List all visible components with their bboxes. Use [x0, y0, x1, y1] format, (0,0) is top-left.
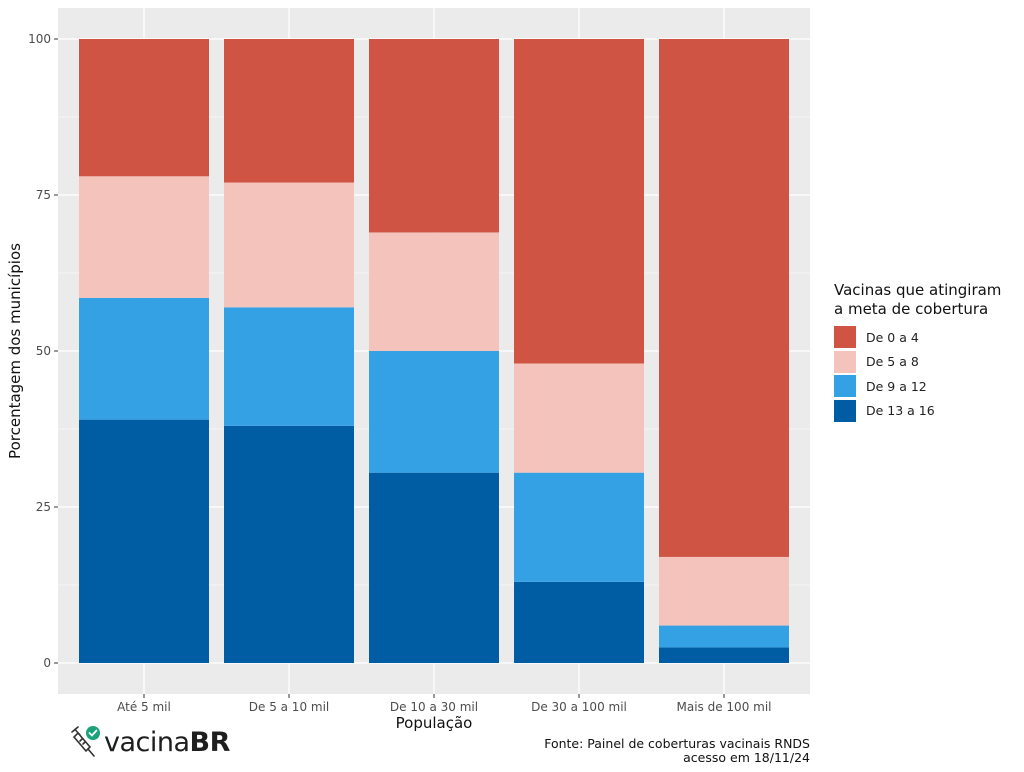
bar-segment: [224, 182, 354, 308]
legend-label: De 13 a 16: [866, 403, 935, 419]
source-line-2: acesso em 18/11/24: [683, 750, 810, 765]
bar-segment: [369, 351, 499, 473]
legend-label: De 9 a 12: [866, 378, 927, 394]
syringe-check-icon: [70, 724, 104, 760]
legend-swatch: [834, 375, 856, 398]
legend-label: De 5 a 8: [866, 354, 919, 370]
bar-segment: [514, 472, 644, 582]
bar-segment: [514, 363, 644, 473]
bars: [79, 39, 789, 663]
bar-segment: [659, 556, 789, 626]
x-tick-label: De 5 a 10 mil: [249, 700, 330, 714]
legend-title-line-1: Vacinas que atingiram: [834, 281, 1002, 299]
legend: Vacinas que atingiram a meta de cobertur…: [834, 281, 1014, 423]
y-tick-label: 0: [43, 656, 51, 670]
legend-item-de-13-a-16: De 13 a 16: [834, 399, 1014, 424]
legend-title-line-2: a meta de cobertura: [834, 300, 989, 318]
bar-segment: [369, 232, 499, 351]
bar-segment: [369, 39, 499, 233]
bar-segment: [79, 39, 209, 177]
vacinabr-logo: vacina BR: [70, 724, 230, 760]
legend-swatch: [834, 399, 856, 422]
bar-segment: [514, 581, 644, 663]
legend-label: De 0 a 4: [866, 329, 919, 345]
x-tick-label: Até 5 mil: [117, 700, 171, 714]
x-tick-label: De 10 a 30 mil: [390, 700, 478, 714]
bar-segment: [659, 625, 789, 648]
y-tick-label: 50: [36, 344, 51, 358]
bar-segment: [514, 39, 644, 364]
legend-title: Vacinas que atingiram a meta de cobertur…: [834, 281, 1014, 319]
bar-segment: [79, 297, 209, 420]
y-axis-title: Porcentagem dos municípios: [6, 243, 24, 459]
y-axis: 0 25 50 75 100: [28, 32, 58, 670]
logo-brand: BR: [189, 726, 231, 758]
logo-prefix: vacina: [104, 726, 190, 758]
x-axis: Até 5 mil De 5 a 10 mil De 10 a 30 mil De 3…: [117, 694, 772, 714]
x-tick-label: Mais de 100 mil: [677, 700, 772, 714]
y-tick-label: 75: [36, 188, 51, 202]
legend-item-de-5-a-8: De 5 a 8: [834, 350, 1014, 375]
y-tick-label: 25: [36, 500, 51, 514]
bar-segment: [659, 39, 789, 557]
x-axis-title: População: [396, 714, 473, 732]
bar-segment: [79, 176, 209, 298]
legend-swatch: [834, 350, 856, 373]
x-tick-label: De 30 a 100 mil: [531, 700, 627, 714]
bar-segment: [224, 307, 354, 426]
legend-swatch: [834, 326, 856, 349]
y-tick-label: 100: [28, 32, 51, 46]
bar-segment: [79, 419, 209, 663]
source-note: Fonte: Painel de coberturas vacinais RND…: [544, 737, 810, 765]
source-line-1: Fonte: Painel de coberturas vacinais RND…: [544, 736, 810, 751]
bar-segment: [224, 39, 354, 183]
bar-segment: [659, 647, 789, 663]
legend-item-de-9-a-12: De 9 a 12: [834, 374, 1014, 399]
bar-segment: [369, 472, 499, 663]
legend-item-de-0-a-4: De 0 a 4: [834, 325, 1014, 350]
bar-segment: [224, 425, 354, 663]
